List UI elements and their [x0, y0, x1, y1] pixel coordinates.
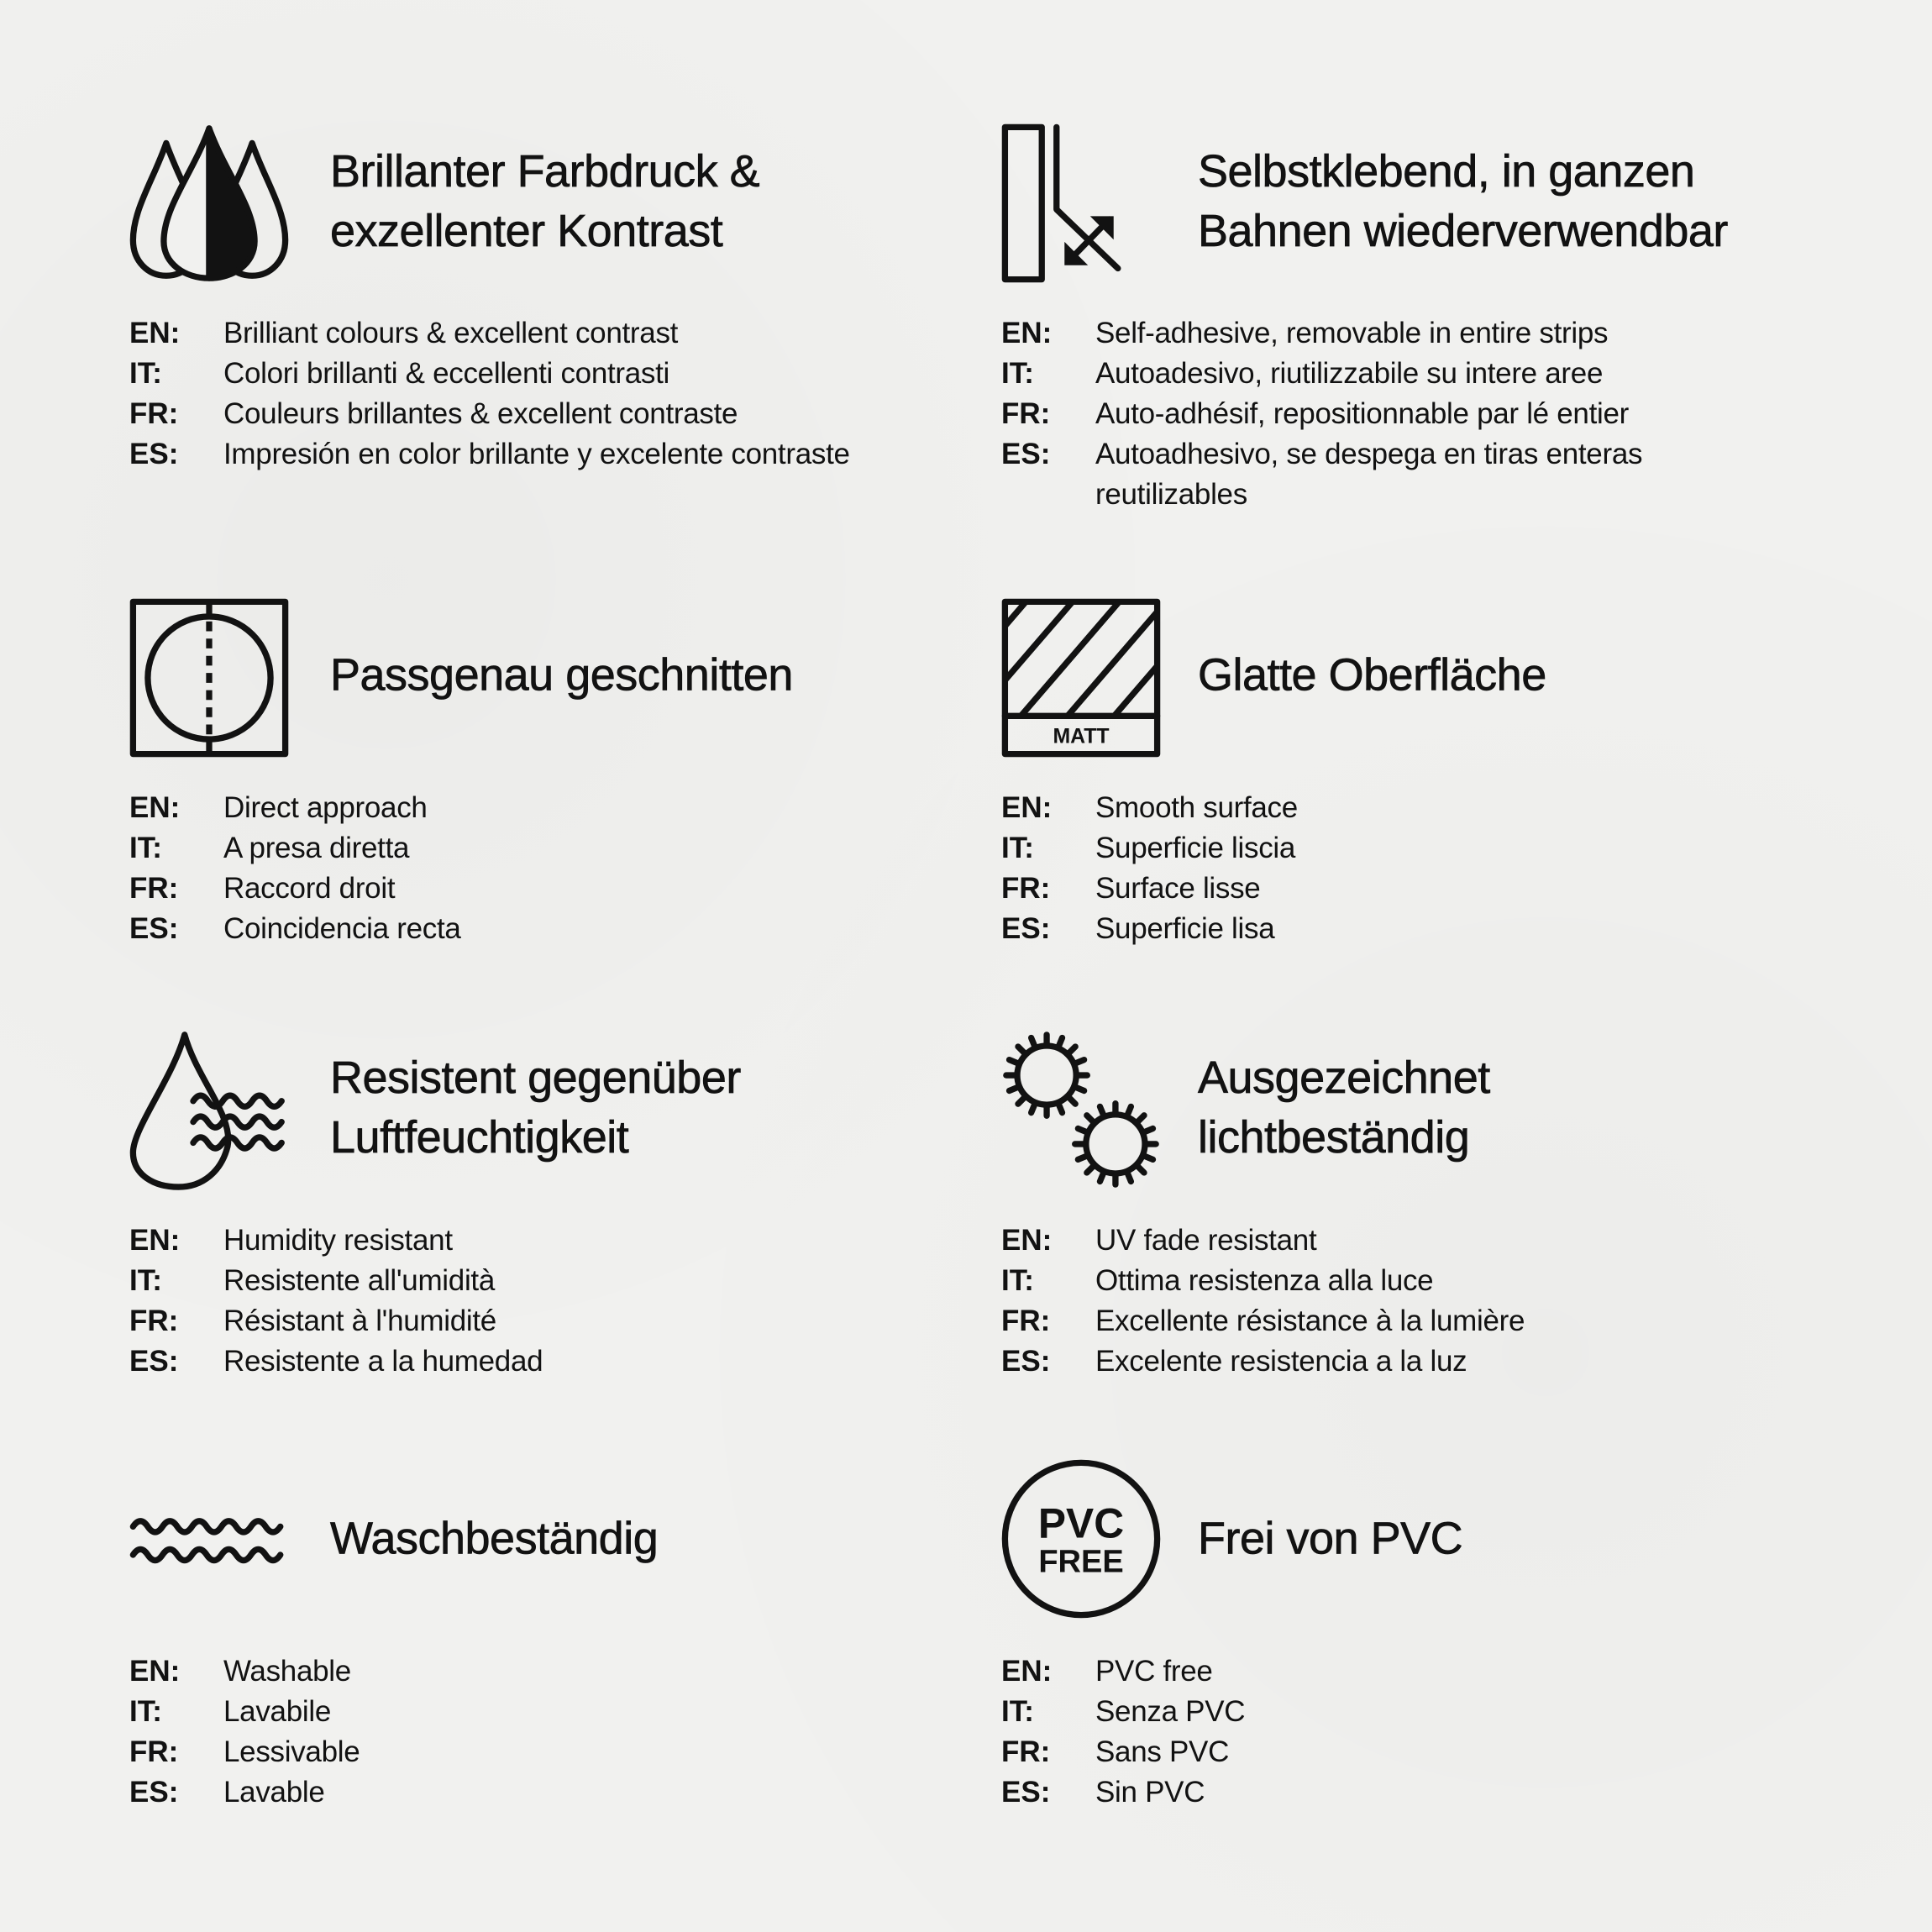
language-code: EN:: [1001, 317, 1053, 349]
language-code: ES:: [1001, 438, 1051, 470]
title-line: exzellenter Kontrast: [330, 206, 723, 257]
feature-title: Resistent gegenüber Luftfeuchtigkeit: [330, 1048, 742, 1168]
translation-text: Brilliant colours & excellent contrast: [223, 317, 679, 349]
translation-text: UV fade resistant: [1095, 1224, 1317, 1257]
language-code: EN:: [129, 1224, 181, 1257]
language-code: IT:: [1001, 832, 1034, 864]
ink-drops-icon: [129, 123, 289, 283]
language-code: FR:: [129, 872, 179, 905]
language-code: IT:: [1001, 1264, 1034, 1297]
language-code: IT:: [129, 357, 162, 390]
translation-text: Coincidencia recta: [223, 912, 461, 945]
waves-washable-icon: [129, 1459, 289, 1619]
language-code: FR:: [1001, 397, 1051, 430]
title-line: lichtbeständig: [1198, 1112, 1470, 1163]
translation-text: Résistant à l'humidité: [223, 1305, 496, 1337]
feature-title: Brillanter Farbdruck & exzellenter Kontra…: [330, 142, 760, 261]
language-code: IT:: [1001, 357, 1034, 390]
translation-text: Excelente resistencia a la luz: [1095, 1345, 1467, 1378]
translation-text: Raccord droit: [223, 872, 396, 905]
language-code: EN:: [129, 791, 181, 824]
translation-text: Auto-adhésif, repositionnable par lé ent…: [1095, 397, 1630, 430]
matt-surface-icon: MATT: [1001, 598, 1161, 758]
feature-title: Waschbeständig: [330, 1509, 659, 1569]
free-label: FREE: [1038, 1544, 1123, 1579]
translation-text: Impresión en color brillante y excelente…: [223, 438, 850, 470]
title-line: Bahnen wiederverwendbar: [1198, 206, 1729, 257]
title-line: Brillanter Farbdruck &: [330, 146, 760, 197]
title-line: Selbstklebend, in ganzen: [1198, 146, 1696, 197]
translation-text: Superficie lisa: [1095, 912, 1275, 945]
title-line: Glatte Oberfläche: [1198, 649, 1547, 701]
title-line: Passgenau geschnitten: [330, 649, 794, 701]
translation-text: Smooth surface: [1095, 791, 1298, 824]
humidity-drop-icon: [129, 1030, 289, 1190]
language-code: EN:: [129, 1655, 181, 1688]
language-code: ES:: [1001, 1345, 1051, 1378]
language-code: EN:: [1001, 1655, 1053, 1688]
peel-off-wall-icon: [1001, 123, 1161, 283]
translation-text: Sans PVC: [1095, 1735, 1230, 1768]
translation-text: A presa diretta: [223, 832, 410, 864]
language-code: ES:: [129, 1776, 179, 1809]
title-line: Ausgezeichnet: [1198, 1053, 1491, 1104]
translation-text: Ottima resistenza alla luce: [1095, 1264, 1434, 1297]
language-code: FR:: [1001, 1305, 1051, 1337]
pvc-free-icon: PVC FREE: [1001, 1459, 1161, 1619]
translation-text: Couleurs brillantes & excellent contrast…: [223, 397, 738, 430]
translation-text: Lessivable: [223, 1735, 360, 1768]
title-line: Luftfeuchtigkeit: [330, 1112, 629, 1163]
translation-text: Senza PVC: [1095, 1695, 1246, 1728]
language-code: IT:: [129, 1264, 162, 1297]
language-code: FR:: [129, 1305, 179, 1337]
title-line: Resistent gegenüber: [330, 1053, 742, 1104]
translation-text: reutilizables: [1095, 478, 1247, 511]
translation-text: PVC free: [1095, 1655, 1213, 1688]
translation-text: Humidity resistant: [223, 1224, 453, 1257]
language-code: EN:: [1001, 791, 1053, 824]
feature-title: Ausgezeichnet lichtbeständig: [1198, 1048, 1491, 1168]
language-code: IT:: [129, 832, 162, 864]
translation-text: Direct approach: [223, 791, 428, 824]
language-code: FR:: [1001, 1735, 1051, 1768]
title-line: Waschbeständig: [330, 1513, 659, 1564]
translation-text: Lavabile: [223, 1695, 331, 1728]
translation-text: Washable: [223, 1655, 351, 1688]
translation-text: Surface lisse: [1095, 872, 1261, 905]
language-code: ES:: [129, 912, 179, 945]
translation-text: Lavable: [223, 1776, 325, 1809]
translation-text: Autoadesivo, riutilizzabile su intere ar…: [1095, 357, 1604, 390]
language-code: EN:: [129, 317, 181, 349]
translation-text: Sin PVC: [1095, 1776, 1205, 1809]
translation-text: Resistente all'umidità: [223, 1264, 496, 1297]
language-code: IT:: [1001, 1695, 1034, 1728]
pvc-label: PVC: [1038, 1500, 1124, 1547]
feature-title: Selbstklebend, in ganzen Bahnen wiederver…: [1198, 142, 1729, 261]
language-code: ES:: [1001, 1776, 1051, 1809]
matt-label: MATT: [1053, 725, 1109, 748]
language-code: FR:: [129, 1735, 179, 1768]
language-code: ES:: [1001, 912, 1051, 945]
sun-lightfast-icon: [1001, 1030, 1161, 1189]
translation-text: Superficie liscia: [1095, 832, 1296, 864]
translation-text: Resistente a la humedad: [223, 1345, 543, 1378]
translation-text: Colori brillanti & eccellenti contrasti: [223, 357, 670, 390]
feature-title: Passgenau geschnitten: [330, 646, 794, 706]
language-code: IT:: [129, 1695, 162, 1728]
feature-title: Glatte Oberfläche: [1198, 646, 1547, 706]
language-code: FR:: [1001, 872, 1051, 905]
pattern-match-icon: [129, 598, 289, 758]
title-line: Frei von PVC: [1198, 1513, 1463, 1564]
language-code: ES:: [129, 438, 179, 470]
translation-text: Autoadhesivo, se despega en tiras entera…: [1095, 438, 1643, 470]
language-code: ES:: [129, 1345, 179, 1378]
translation-text: Excellente résistance à la lumière: [1095, 1305, 1525, 1337]
language-code: FR:: [129, 397, 179, 430]
translation-text: Self-adhesive, removable in entire strip…: [1095, 317, 1609, 349]
language-code: EN:: [1001, 1224, 1053, 1257]
feature-title: Frei von PVC: [1198, 1509, 1463, 1569]
